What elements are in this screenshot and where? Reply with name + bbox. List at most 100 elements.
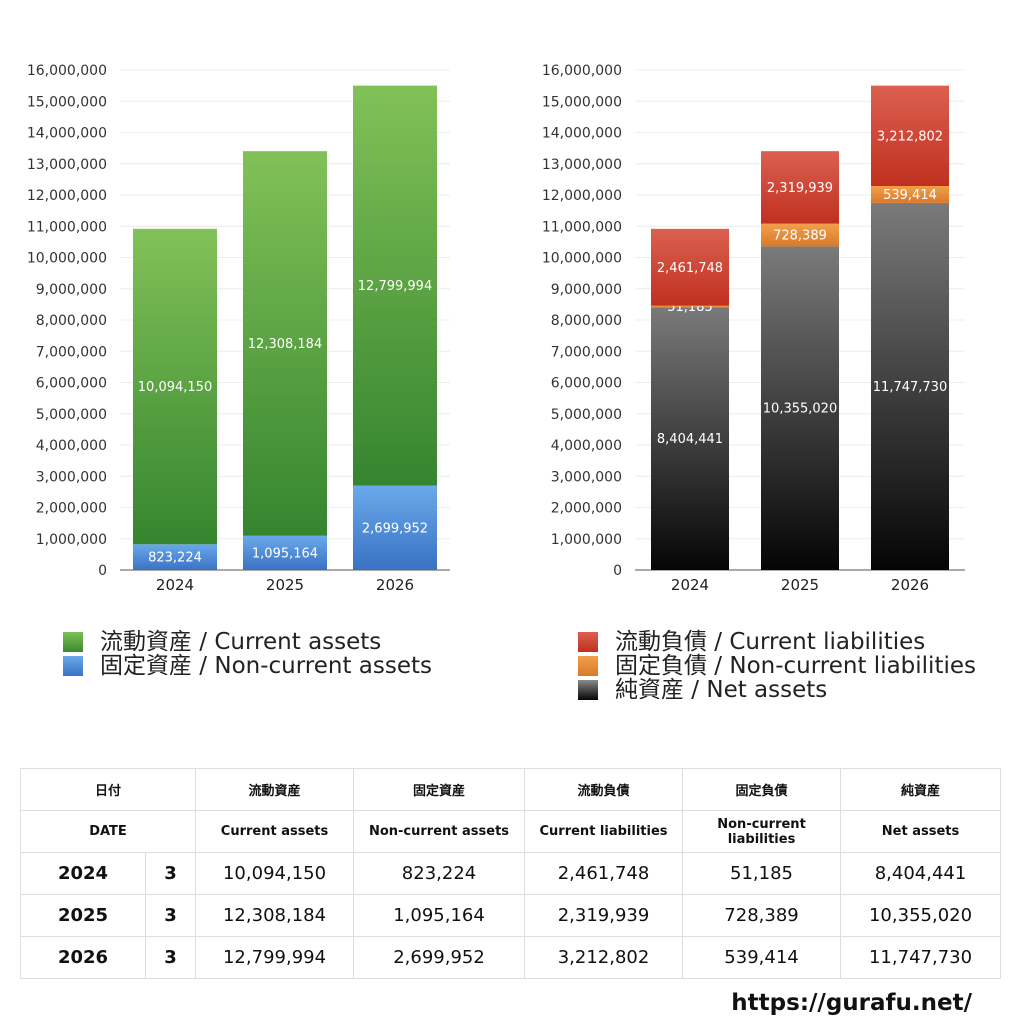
y-tick-label: 14,000,000 xyxy=(27,126,107,142)
data-label: 12,308,184 xyxy=(248,337,322,352)
assets-chart: 0 1,000,000 2,000,000 3,000,000 4,000,000 5,0… xyxy=(27,63,450,594)
y-tick-label: 6,000,000 xyxy=(36,376,107,392)
table-cell: 1,095,164 xyxy=(353,894,526,937)
y-tick-label: 10,000,000 xyxy=(27,251,107,267)
y-tick-label: 5,000,000 xyxy=(36,407,107,423)
bar-non_current_liabilities xyxy=(871,186,949,203)
bar-current_liabilities xyxy=(651,228,729,306)
y-tick-label: 2,000,000 xyxy=(551,501,622,517)
y-tick-label: 13,000,000 xyxy=(542,157,622,173)
table-cell: 2,319,939 xyxy=(524,894,684,937)
table-cell: 51,185 xyxy=(682,852,842,895)
table-cell: 10,094,150 xyxy=(195,852,355,895)
y-tick-label: 0 xyxy=(613,563,622,579)
table-cell-year: 2025 xyxy=(20,894,146,937)
table-cell-year: 2024 xyxy=(20,852,146,895)
legend-label: 流動負債 / Current liabilities xyxy=(615,629,926,655)
table-header-row: DATE Current assets Non-current assets C… xyxy=(19,810,1002,853)
header-cell: 固定負債 xyxy=(682,768,842,811)
bar-current_assets xyxy=(243,151,327,536)
table-cell: 8,404,441 xyxy=(840,852,1002,895)
table-row: 2025 3 12,308,184 1,095,164 2,319,939 72… xyxy=(20,894,1002,937)
data-label: 10,355,020 xyxy=(763,402,837,417)
header-cell: Non-current assets xyxy=(353,810,526,853)
table-cell-month: 3 xyxy=(144,852,197,895)
y-tick-label: 1,000,000 xyxy=(551,532,622,548)
y-tick-label: 11,000,000 xyxy=(542,219,622,235)
table-cell-year: 2026 xyxy=(20,936,146,979)
table-cell: 10,355,020 xyxy=(840,894,1002,937)
bar-non_current_assets xyxy=(243,535,327,570)
table-row: 2026 3 12,799,994 2,699,952 3,212,802 53… xyxy=(20,936,1002,979)
y-tick-label: 11,000,000 xyxy=(27,219,107,235)
table-cell: 3,212,802 xyxy=(524,936,684,979)
data-label: 2,699,952 xyxy=(362,521,428,536)
header-cell: 流動負債 xyxy=(524,768,684,811)
header-cell: 固定資産 xyxy=(353,768,526,811)
legend-swatch-current-liabilities xyxy=(578,632,598,652)
legend-item: 固定資産 / Non-current assets xyxy=(63,654,432,678)
table-cell: 2,699,952 xyxy=(353,936,526,979)
x-tick-label: 2024 xyxy=(671,576,709,594)
y-tick-label: 3,000,000 xyxy=(551,469,622,485)
bar-non_current_assets xyxy=(133,544,217,570)
site-url: https://gurafu.net/ xyxy=(731,990,972,1016)
x-tick-label: 2024 xyxy=(156,576,194,594)
table-header-row: 日付 流動資産 固定資産 流動負債 固定負債 純資産 xyxy=(19,768,1002,811)
data-label: 1,095,164 xyxy=(252,546,318,561)
y-tick-label: 9,000,000 xyxy=(36,282,107,298)
data-label: 728,389 xyxy=(773,229,827,244)
legend-swatch-current-assets xyxy=(63,632,83,652)
data-label: 10,094,150 xyxy=(138,380,212,395)
liabilities-chart: 0 1,000,000 2,000,000 3,000,000 4,000,000 5,0… xyxy=(542,63,965,594)
y-tick-label: 12,000,000 xyxy=(542,188,622,204)
legend-label: 純資産 / Net assets xyxy=(615,677,828,703)
data-label: 539,414 xyxy=(883,188,937,203)
y-tick-label: 6,000,000 xyxy=(551,376,622,392)
data-label: 823,224 xyxy=(148,551,202,566)
y-tick-label: 12,000,000 xyxy=(27,188,107,204)
y-tick-label: 16,000,000 xyxy=(27,63,107,79)
header-cell: Net assets xyxy=(840,810,1002,853)
legend-label: 固定資産 / Non-current assets xyxy=(100,653,433,679)
header-cell: 純資産 xyxy=(840,768,1002,811)
data-label: 2,319,939 xyxy=(767,181,833,196)
y-tick-label: 7,000,000 xyxy=(36,344,107,360)
y-tick-label: 0 xyxy=(98,563,107,579)
legend-label: 固定負債 / Non-current liabilities xyxy=(615,653,976,679)
y-tick-label: 3,000,000 xyxy=(36,469,107,485)
bar-current_liabilities xyxy=(761,151,839,224)
y-tick-label: 2,000,000 xyxy=(36,501,107,517)
y-tick-label: 15,000,000 xyxy=(27,94,107,110)
legend-swatch-non-current-liabilities xyxy=(578,656,598,676)
bar-net_assets xyxy=(871,202,949,571)
table-cell-month: 3 xyxy=(144,894,197,937)
y-tick-label: 13,000,000 xyxy=(27,157,107,173)
bar-current_assets xyxy=(133,228,217,545)
y-tick-label: 7,000,000 xyxy=(551,344,622,360)
data-label: 8,404,441 xyxy=(657,432,723,447)
legend-swatch-non-current-assets xyxy=(63,656,83,676)
data-label: 3,212,802 xyxy=(877,129,943,144)
y-tick-label: 15,000,000 xyxy=(542,94,622,110)
table-cell: 823,224 xyxy=(353,852,526,895)
x-tick-label: 2025 xyxy=(781,576,819,594)
data-label: 12,799,994 xyxy=(358,279,432,294)
legend-right: 流動負債 / Current liabilities 固定負債 / Non-cu… xyxy=(578,630,976,702)
y-tick-label: 10,000,000 xyxy=(542,251,622,267)
y-tick-label: 14,000,000 xyxy=(542,126,622,142)
bar-current_assets xyxy=(353,85,437,486)
legend-left: 流動資産 / Current assets 固定資産 / Non-current… xyxy=(63,630,432,678)
table-cell-month: 3 xyxy=(144,936,197,979)
table-cell: 2,461,748 xyxy=(524,852,684,895)
bar-non_current_liabilities xyxy=(651,305,729,308)
table-cell: 11,747,730 xyxy=(840,936,1002,979)
table-row: 2024 3 10,094,150 823,224 2,461,748 51,1… xyxy=(20,852,1002,895)
y-tick-label: 9,000,000 xyxy=(551,282,622,298)
table-cell: 728,389 xyxy=(682,894,842,937)
y-tick-label: 1,000,000 xyxy=(36,532,107,548)
bar-non_current_assets xyxy=(353,485,437,570)
legend-item: 純資産 / Net assets xyxy=(578,678,976,702)
data-label: 11,747,730 xyxy=(873,380,947,395)
data-label: 2,461,748 xyxy=(657,261,723,276)
